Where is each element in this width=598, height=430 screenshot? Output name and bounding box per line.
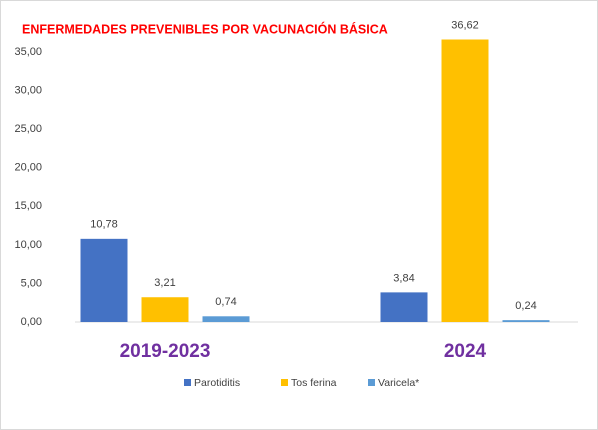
y-tick-label: 10,00 <box>14 239 42 251</box>
legend-label: Varicela* <box>378 377 419 389</box>
bar <box>80 238 128 322</box>
y-tick-label: 30,00 <box>14 84 42 96</box>
data-label: 3,84 <box>393 272 414 284</box>
data-label: 10,78 <box>90 219 118 231</box>
data-label: 3,21 <box>154 277 175 289</box>
chart-title: ENFERMEDADES PREVENIBLES POR VACUNACIÓN … <box>22 21 388 36</box>
legend-label: Parotiditis <box>194 377 240 389</box>
y-tick-label: 5,00 <box>21 277 42 289</box>
x-tick-label: 2024 <box>444 341 487 362</box>
legend-swatch <box>184 379 191 386</box>
data-label: 0,24 <box>515 300 536 312</box>
data-label: 36,62 <box>451 19 479 31</box>
y-tick-label: 15,00 <box>14 200 42 212</box>
bar <box>380 292 428 322</box>
legend-label: Tos ferina <box>291 377 337 389</box>
bar <box>441 39 489 322</box>
y-tick-label: 20,00 <box>14 162 42 174</box>
y-tick-label: 25,00 <box>14 123 42 135</box>
bar <box>202 316 250 322</box>
y-tick-label: 0,00 <box>21 316 42 328</box>
legend-swatch <box>368 379 375 386</box>
legend-swatch <box>281 379 288 386</box>
y-tick-label: 35,00 <box>14 46 42 58</box>
bar <box>502 320 550 322</box>
bar <box>141 297 189 322</box>
x-tick-label: 2019-2023 <box>120 341 211 362</box>
data-label: 0,74 <box>215 296 236 308</box>
